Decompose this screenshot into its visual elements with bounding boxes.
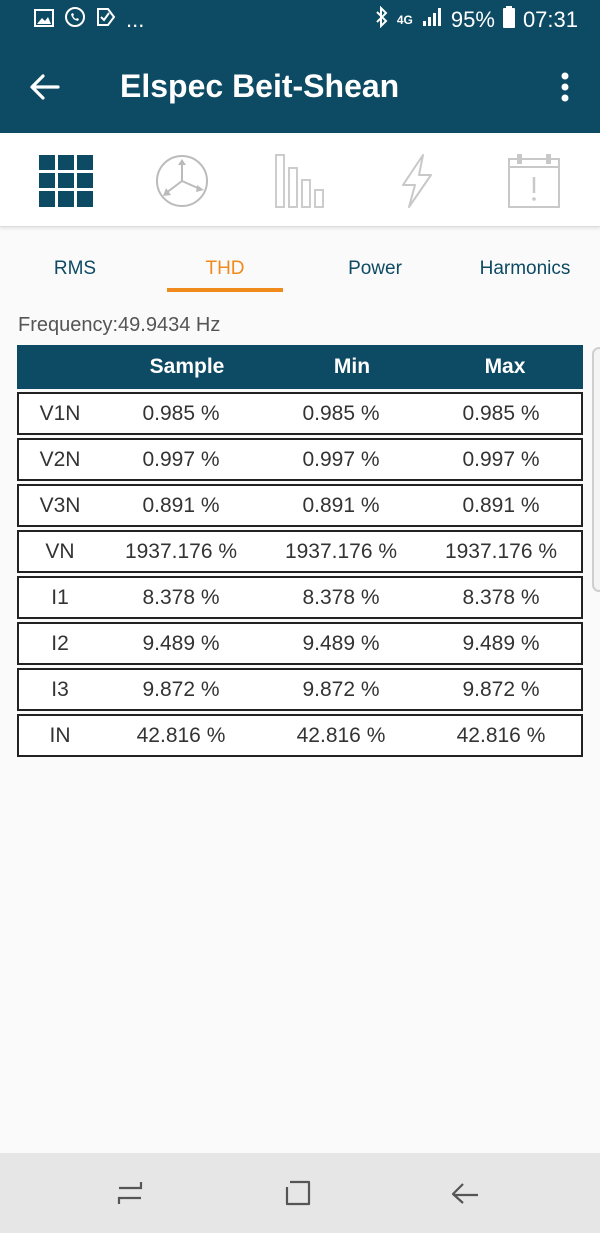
tab-thd[interactable]: THD (205, 258, 245, 279)
row-min: 9.489 % (302, 631, 380, 655)
thd-table: Sample Min Max V1N 0.985 % 0.985 % 0.985… (17, 345, 583, 757)
table-row: V1N 0.985 % 0.985 % 0.985 % (17, 392, 583, 435)
tab-rms[interactable]: RMS (53, 258, 97, 279)
table-row: VN 1937.176 % 1937.176 % 1937.176 % (17, 530, 583, 573)
header-min: Min (333, 355, 371, 378)
row-name: V3N (39, 493, 81, 517)
more-vertical-icon (561, 72, 569, 101)
row-min: 0.985 % (302, 401, 380, 425)
bluetooth-icon (375, 5, 389, 34)
home-icon (285, 1180, 311, 1206)
active-tab-indicator (167, 288, 283, 292)
row-max: 42.816 % (456, 723, 546, 747)
row-sample: 1937.176 % (124, 539, 238, 563)
tab-power[interactable]: Power (348, 258, 402, 279)
table-header: Sample Min Max (17, 345, 583, 389)
system-nav-bar (0, 1153, 600, 1233)
row-name: IN (49, 723, 71, 747)
row-max: 8.378 % (462, 585, 540, 609)
battery-icon (502, 6, 515, 34)
lightning-icon (402, 154, 432, 208)
row-name: I3 (51, 677, 69, 701)
row-sample: 42.816 % (136, 723, 226, 747)
table-row: V2N 0.997 % 0.997 % 0.997 % (17, 438, 583, 481)
table-row: I1 8.378 % 8.378 % 8.378 % (17, 576, 583, 619)
bars-icon (275, 154, 324, 208)
bars-view-button[interactable] (272, 153, 328, 209)
row-max: 9.872 % (462, 677, 540, 701)
row-sample: 8.378 % (142, 585, 220, 609)
recent-apps-button[interactable] (110, 1173, 150, 1213)
app-bar: Elspec Beit-Shean (0, 40, 600, 133)
header-sample: Sample (149, 355, 225, 378)
row-max: 0.891 % (462, 493, 540, 517)
task-notification-icon (96, 7, 116, 33)
row-sample: 0.985 % (142, 401, 220, 425)
table-row: V3N 0.891 % 0.891 % 0.891 % (17, 484, 583, 527)
recent-apps-icon (117, 1182, 143, 1204)
row-name: V1N (39, 401, 81, 425)
status-left: ... (34, 6, 144, 34)
row-sample: 9.872 % (142, 677, 220, 701)
whatsapp-notification-icon (64, 6, 86, 34)
back-arrow-icon (451, 1183, 478, 1204)
row-min: 42.816 % (296, 723, 386, 747)
row-min: 0.891 % (302, 493, 380, 517)
battery-percent: 95% (450, 7, 495, 32)
edge-panel-handle[interactable] (592, 347, 600, 592)
clock: 07:31 (522, 7, 578, 32)
table-row: I3 9.872 % 9.872 % 9.872 % (17, 668, 583, 711)
row-max: 0.997 % (462, 447, 540, 471)
row-name: I2 (51, 631, 69, 655)
row-min: 1937.176 % (284, 539, 398, 563)
tab-harmonics[interactable]: Harmonics (479, 258, 571, 279)
alarms-view-button[interactable] (506, 153, 562, 209)
back-nav-button[interactable] (445, 1173, 485, 1213)
back-button[interactable] (0, 40, 90, 133)
grid-icon (39, 155, 93, 207)
frequency-readout: Frequency:49.9434 Hz (18, 314, 221, 336)
row-sample: 9.489 % (142, 631, 220, 655)
arrow-left-icon (30, 73, 60, 100)
grid-view-button[interactable] (38, 153, 94, 209)
status-right: 4G 95% 07:31 (375, 5, 578, 34)
more-notifications-text: ... (126, 7, 145, 32)
row-min: 9.872 % (302, 677, 380, 701)
table-row: IN 42.816 % 42.816 % 42.816 % (17, 714, 583, 757)
row-sample: 0.997 % (142, 447, 220, 471)
gallery-notification-icon (34, 7, 54, 33)
row-name: V2N (39, 447, 81, 471)
phasor-view-button[interactable] (154, 153, 210, 209)
row-max: 1937.176 % (444, 539, 558, 563)
view-switcher (0, 133, 600, 227)
network-type: 4G (396, 12, 413, 27)
row-sample: 0.891 % (142, 493, 220, 517)
phasor-icon (156, 155, 208, 207)
status-bar: ... 4G 95% 07:31 (0, 0, 600, 40)
signal-icon (421, 7, 443, 33)
header-max: Max (484, 355, 526, 378)
row-max: 0.985 % (462, 401, 540, 425)
table-row: I2 9.489 % 9.489 % 9.489 % (17, 622, 583, 665)
home-button[interactable] (278, 1173, 318, 1213)
calendar-alert-icon (508, 154, 560, 208)
tab-bar: RMS THD Power Harmonics (0, 245, 600, 295)
overflow-menu-button[interactable] (530, 40, 600, 133)
row-min: 0.997 % (302, 447, 380, 471)
row-max: 9.489 % (462, 631, 540, 655)
row-name: I1 (51, 585, 69, 609)
events-view-button[interactable] (389, 153, 445, 209)
row-name: VN (45, 539, 75, 563)
page-title: Elspec Beit-Shean (120, 68, 400, 104)
row-min: 8.378 % (302, 585, 380, 609)
